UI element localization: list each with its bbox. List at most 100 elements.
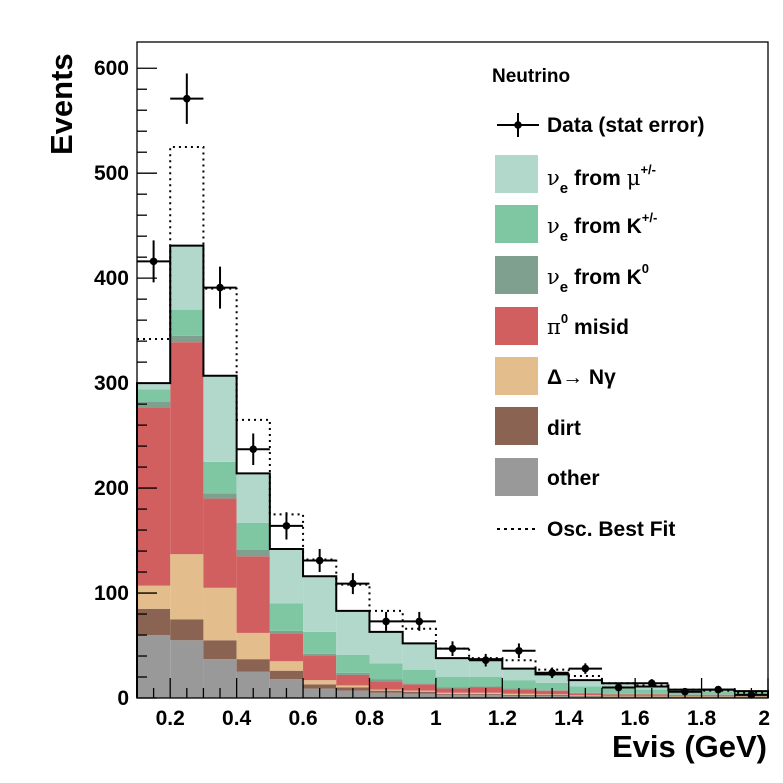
bar-nue_k-4 [269, 603, 304, 631]
data-point-14 [614, 683, 623, 692]
bar-nue_k0-1 [170, 335, 204, 343]
data-point-6 [349, 579, 357, 588]
bar-pi0-5 [303, 656, 337, 681]
bar-pi0-4 [269, 633, 304, 662]
bar-nue_mu-2 [203, 375, 237, 462]
legend-label-delta: Δ→ Nγ [547, 366, 616, 389]
legend: Neutrino Data (stat error) νe from μ+/- νe… [492, 66, 705, 541]
data-point-11 [515, 646, 523, 655]
bar-other-0 [137, 635, 171, 698]
bar-nue_k-11 [502, 680, 536, 689]
bar-nue_mu-8 [402, 643, 436, 670]
bar-pi0-7 [369, 681, 403, 690]
legend-entry-nue-mu: νe from μ+/- [495, 155, 656, 197]
x-tick-label-1: 1 [430, 707, 442, 730]
axis-ticks [136, 67, 769, 699]
bar-nue_mu-4 [269, 548, 304, 604]
bar-nue_k-2 [203, 461, 237, 494]
legend-swatch-nue-mu [495, 155, 538, 193]
bar-dirt-4 [269, 670, 304, 680]
legend-label-nue-k0: νe from K0 [547, 261, 649, 296]
bar-pi0-2 [203, 498, 237, 588]
bar-pi0-8 [402, 684, 436, 691]
bar-nue_k-7 [369, 663, 403, 680]
bar-nue_k0-0 [137, 402, 171, 408]
x-tick-label-1.6: 1.6 [621, 707, 650, 730]
bar-dirt-2 [203, 640, 237, 660]
legend-label-dirt: dirt [547, 417, 581, 440]
bar-nue_k-0 [137, 389, 171, 403]
bar-nue_mu-7 [369, 631, 403, 664]
bar-dirt-3 [236, 659, 270, 672]
x-axis-label: Evis (GeV) [612, 729, 767, 764]
bar-nue_k0-10 [469, 686, 503, 688]
legend-swatch-other [495, 458, 538, 496]
data-point-15 [647, 679, 656, 688]
legend-label-pi0: π0 misid [547, 311, 629, 339]
legend-title: Neutrino [492, 66, 570, 87]
bar-nue_mu-11 [502, 668, 536, 681]
data-point-2 [216, 283, 224, 292]
data-point-7 [382, 617, 390, 626]
legend-label-data: Data (stat error) [547, 114, 705, 137]
bar-nue_k0-4 [269, 630, 304, 634]
x-tick-label-1.2: 1.2 [488, 707, 517, 730]
x-tick-label-2: 2 [758, 707, 770, 730]
bar-pi0-1 [170, 342, 204, 555]
bar-pi0-3 [236, 556, 270, 633]
legend-entry-osc: Osc. Best Fit [497, 518, 675, 541]
legend-label-other: other [547, 467, 600, 490]
x-tick-label-0.6: 0.6 [288, 707, 317, 730]
bar-nue_k-8 [402, 669, 436, 684]
bar-pi0-0 [137, 407, 171, 586]
bar-nue_k-1 [170, 309, 204, 336]
y-tick-label-300: 300 [94, 372, 129, 395]
data-point-1 [183, 94, 191, 103]
data-point-12 [548, 669, 556, 677]
bar-nue_k-6 [336, 654, 370, 673]
bar-pi0-6 [336, 674, 370, 686]
data-point-13 [581, 664, 590, 673]
legend-swatch-dirt [495, 407, 538, 445]
bar-nue_k0-2 [203, 493, 237, 499]
bar-nue_k0-5 [303, 653, 337, 657]
data-point-9 [448, 644, 457, 653]
bar-nue_k0-3 [236, 550, 270, 557]
bar-dirt-5 [303, 684, 337, 689]
bar-delta-3 [236, 632, 270, 660]
bar-delta-0 [137, 585, 171, 609]
bar-nue_mu-1 [170, 245, 204, 310]
bar-dirt-1 [170, 619, 204, 641]
y-tick-label-400: 400 [94, 267, 129, 290]
legend-entry-pi0: π0 misid [495, 307, 629, 345]
data-point-5 [315, 556, 324, 565]
bar-delta-1 [170, 554, 204, 620]
bar-delta-6 [336, 685, 370, 688]
legend-label-nue-mu: νe from μ+/- [547, 162, 656, 197]
legend-label-nue-k: νe from K+/- [547, 210, 657, 245]
y-axis-label: Events [44, 53, 79, 155]
bar-nue_mu-6 [336, 610, 370, 655]
legend-entry-dirt: dirt [495, 407, 581, 445]
y-tick-label-500: 500 [94, 162, 129, 185]
legend-data-marker-dot [514, 121, 522, 129]
bar-nue_mu-9 [435, 658, 470, 678]
x-tick-label-0.8: 0.8 [355, 707, 385, 730]
data-point-3 [249, 445, 258, 454]
bar-delta-5 [303, 680, 337, 685]
bar-nue_k-9 [435, 677, 470, 688]
histogram-bars [137, 245, 768, 698]
legend-label-osc: Osc. Best Fit [547, 518, 675, 541]
y-tick-label-0: 0 [117, 687, 129, 710]
legend-entry-other: other [495, 458, 600, 496]
bar-delta-4 [269, 661, 304, 671]
legend-entry-delta: Δ→ Nγ [495, 357, 616, 395]
legend-swatch-pi0 [495, 307, 538, 345]
tick-labels: 0 100 200 300 400 500 600 0.2 0.4 0.6 0.8 1 1.2 1.4 1.… [94, 57, 770, 730]
legend-entry-data: Data (stat error) [497, 113, 705, 137]
x-tick-label-1.4: 1.4 [554, 707, 584, 730]
data-point-8 [415, 617, 424, 626]
bar-delta-2 [203, 587, 237, 641]
bar-nue_mu-13 [568, 680, 602, 687]
bar-nue_k-3 [236, 522, 270, 551]
